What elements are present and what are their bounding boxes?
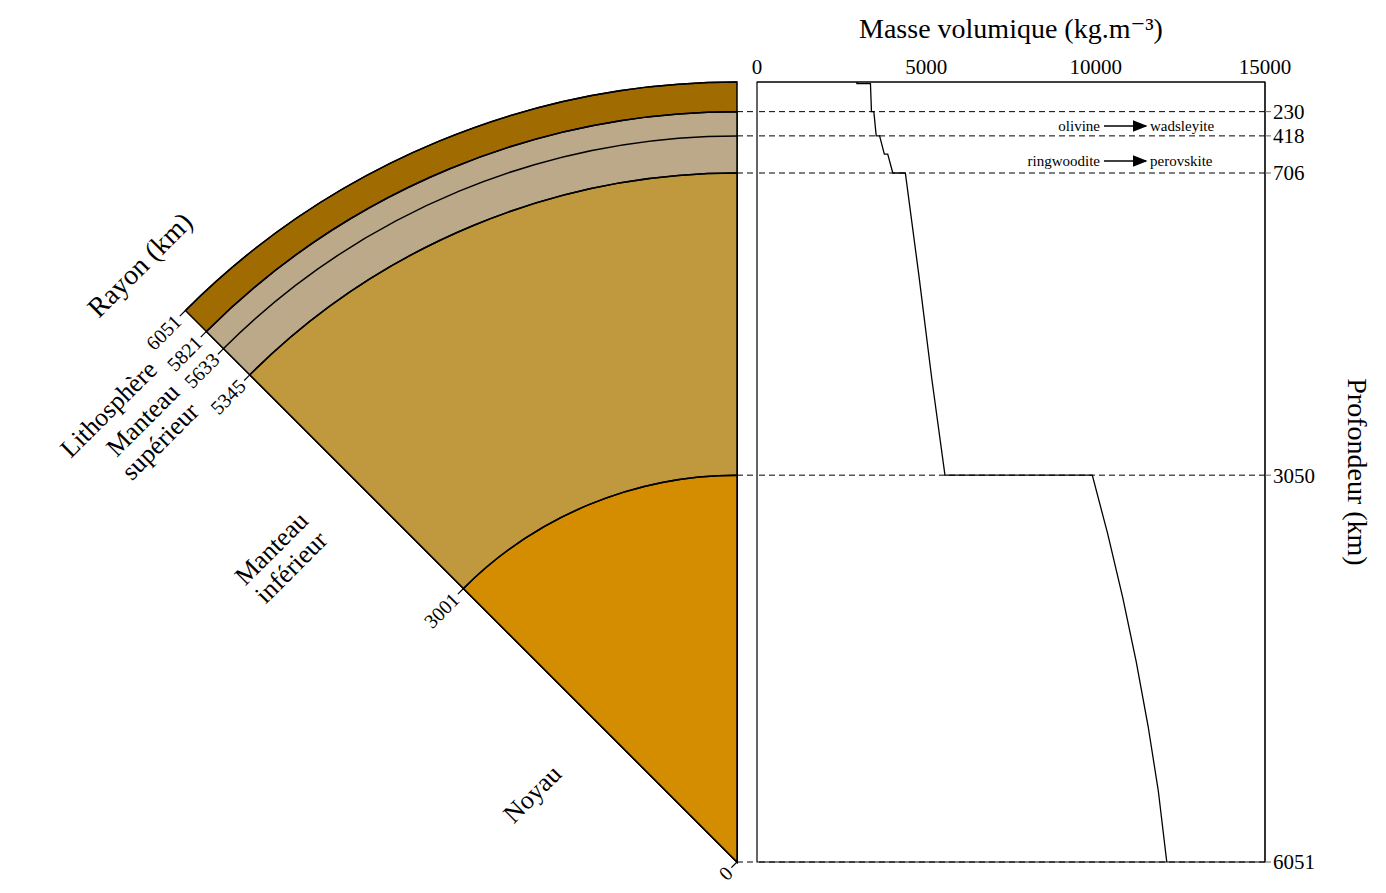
svg-text:Manteausupérieur: Manteausupérieur <box>96 377 204 485</box>
svg-text:15000: 15000 <box>1239 55 1292 79</box>
svg-text:Profondeur (km): Profondeur (km) <box>1342 378 1373 565</box>
svg-text:5000: 5000 <box>905 55 947 79</box>
svg-text:10000: 10000 <box>1069 55 1122 79</box>
svg-text:Lithosphère: Lithosphère <box>54 355 162 463</box>
svg-text:5633: 5633 <box>180 349 224 393</box>
svg-text:3001: 3001 <box>420 588 464 632</box>
svg-text:3050: 3050 <box>1273 464 1315 488</box>
svg-text:5345: 5345 <box>206 375 250 419</box>
svg-text:Masse volumique (kg.m⁻³): Masse volumique (kg.m⁻³) <box>859 13 1163 44</box>
svg-text:230: 230 <box>1273 100 1305 124</box>
svg-text:418: 418 <box>1273 124 1305 148</box>
svg-text:5821: 5821 <box>163 331 207 375</box>
svg-text:Manteauinférieur: Manteauinférieur <box>229 506 333 610</box>
svg-text:6051: 6051 <box>1273 850 1315 874</box>
svg-text:Noyau: Noyau <box>498 759 568 829</box>
svg-text:olivine: olivine <box>1058 118 1100 134</box>
svg-text:706: 706 <box>1273 161 1305 185</box>
svg-text:Rayon (km): Rayon (km) <box>81 206 198 323</box>
svg-text:0: 0 <box>714 862 737 885</box>
svg-text:0: 0 <box>752 55 763 79</box>
svg-text:6051: 6051 <box>142 310 186 354</box>
svg-text:perovskite: perovskite <box>1150 153 1213 169</box>
svg-text:wadsleyite: wadsleyite <box>1150 118 1214 134</box>
svg-text:ringwoodite: ringwoodite <box>1028 153 1101 169</box>
